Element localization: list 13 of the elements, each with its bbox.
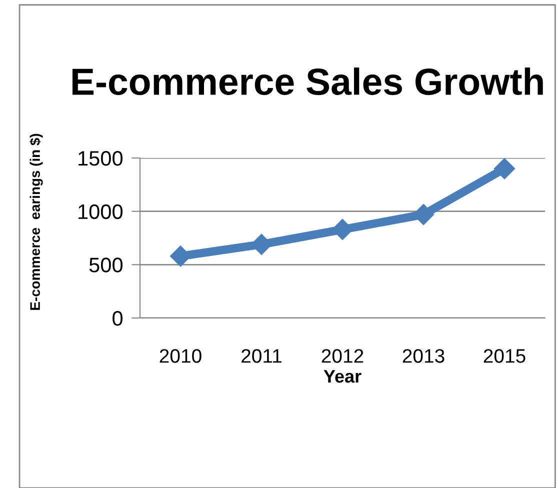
y-axis-title: E-commerce earings (in $)	[30, 134, 43, 310]
x-axis-title: Year	[324, 370, 362, 383]
x-tick-label: 2013	[402, 349, 444, 363]
x-tick-label: 2011	[242, 349, 282, 363]
x-tick-label: 2010	[160, 349, 202, 363]
chart-title: E-commerce Sales Growth	[72, 68, 543, 96]
x-tick-label: 2015	[484, 349, 526, 363]
y-tick-label: 1500	[78, 151, 123, 166]
y-tick-label: 500	[89, 258, 123, 272]
y-tick-label: 0	[112, 311, 123, 326]
y-tick-label: 1000	[78, 204, 123, 220]
point	[494, 158, 516, 180]
x-tick-label: 2012	[322, 349, 364, 363]
